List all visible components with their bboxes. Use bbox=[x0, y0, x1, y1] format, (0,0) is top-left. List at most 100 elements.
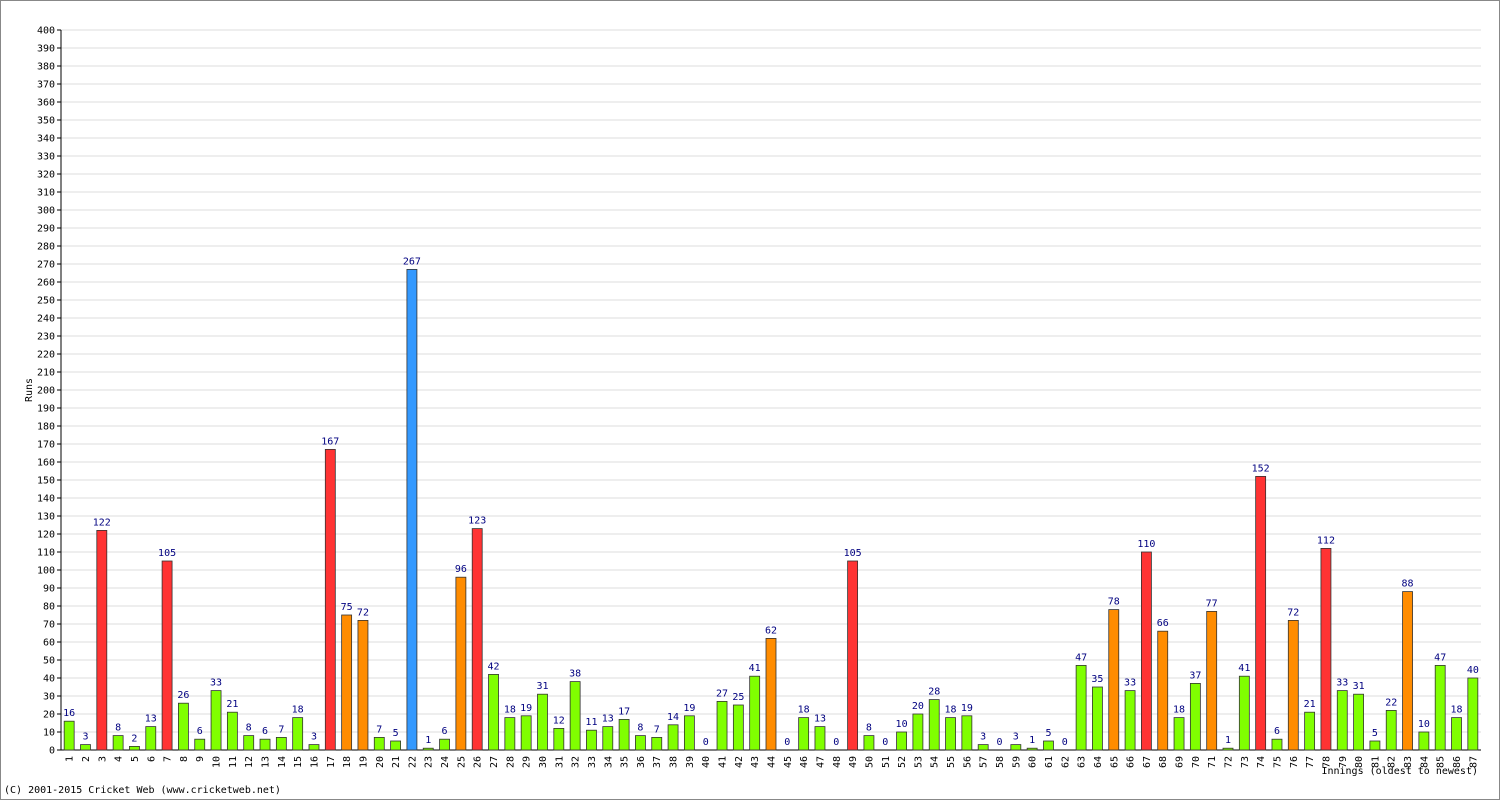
bar bbox=[357, 620, 369, 751]
x-tick-label: 87 bbox=[1468, 756, 1479, 768]
x-tick-label: 62 bbox=[1060, 756, 1071, 768]
y-tick-label: 40 bbox=[43, 674, 55, 685]
bar bbox=[553, 728, 565, 751]
x-tick-label: 39 bbox=[685, 756, 696, 768]
y-tick-label: 230 bbox=[37, 332, 55, 343]
value-label: 37 bbox=[1189, 670, 1201, 681]
bar bbox=[586, 729, 597, 751]
x-tick-label: 79 bbox=[1338, 756, 1349, 768]
value-label: 123 bbox=[468, 516, 486, 527]
bar bbox=[863, 735, 875, 751]
bar bbox=[1320, 548, 1332, 751]
bar bbox=[798, 717, 810, 751]
y-tick-label: 280 bbox=[37, 242, 55, 253]
y-tick-label: 340 bbox=[37, 134, 55, 145]
value-label: 88 bbox=[1402, 579, 1414, 590]
bar bbox=[1075, 665, 1087, 751]
value-label: 17 bbox=[618, 706, 630, 717]
x-tick-label: 35 bbox=[620, 756, 631, 768]
bar bbox=[1157, 630, 1169, 751]
bar bbox=[928, 699, 940, 751]
bar bbox=[1451, 717, 1462, 751]
bar bbox=[1385, 710, 1397, 751]
value-label: 31 bbox=[536, 681, 548, 692]
value-label: 12 bbox=[553, 715, 565, 726]
bar bbox=[308, 744, 320, 751]
y-tick-label: 260 bbox=[37, 278, 55, 289]
bar bbox=[341, 614, 353, 751]
value-label: 14 bbox=[667, 712, 679, 723]
value-label: 105 bbox=[844, 548, 862, 559]
value-label: 13 bbox=[602, 714, 614, 725]
bar bbox=[635, 735, 646, 751]
x-tick-label: 41 bbox=[718, 756, 729, 768]
value-label: 1 bbox=[425, 735, 431, 746]
x-tick-label: 20 bbox=[375, 756, 386, 768]
x-tick-label: 49 bbox=[848, 756, 859, 768]
bar bbox=[847, 560, 859, 751]
bar bbox=[749, 675, 761, 751]
x-tick-label: 4 bbox=[114, 756, 125, 762]
y-tick-label: 110 bbox=[37, 548, 55, 559]
value-label: 19 bbox=[961, 703, 973, 714]
value-label: 3 bbox=[980, 732, 986, 743]
bar bbox=[618, 719, 630, 751]
y-tick-label: 170 bbox=[37, 440, 55, 451]
y-tick-label: 50 bbox=[43, 656, 55, 667]
x-tick-label: 28 bbox=[505, 756, 516, 768]
x-tick-label: 70 bbox=[1191, 756, 1202, 768]
value-label: 21 bbox=[1304, 699, 1316, 710]
bar bbox=[504, 717, 516, 751]
value-label: 110 bbox=[1137, 539, 1155, 550]
x-tick-label: 10 bbox=[212, 756, 223, 768]
x-tick-label: 8 bbox=[179, 756, 190, 762]
value-label: 8 bbox=[866, 723, 872, 734]
x-tick-label: 17 bbox=[326, 756, 337, 768]
x-tick-label: 11 bbox=[228, 756, 239, 768]
x-tick-label: 30 bbox=[538, 756, 549, 768]
value-label: 13 bbox=[145, 714, 157, 725]
x-tick-label: 66 bbox=[1126, 756, 1137, 768]
bar bbox=[1141, 551, 1152, 751]
y-tick-label: 30 bbox=[43, 692, 55, 703]
x-tick-label: 76 bbox=[1289, 756, 1300, 768]
bar bbox=[602, 726, 614, 751]
value-label: 38 bbox=[569, 669, 581, 680]
bar bbox=[651, 737, 663, 751]
x-tick-label: 29 bbox=[522, 756, 533, 768]
value-label: 6 bbox=[1274, 726, 1280, 737]
x-tick-label: 2 bbox=[81, 756, 92, 762]
x-tick-label: 31 bbox=[554, 756, 565, 768]
y-tick-label: 20 bbox=[43, 710, 55, 721]
bar bbox=[324, 448, 336, 751]
bar bbox=[194, 738, 206, 751]
x-tick-label: 53 bbox=[913, 756, 924, 768]
value-label: 8 bbox=[115, 723, 121, 734]
bar bbox=[1467, 677, 1479, 751]
value-label: 3 bbox=[1013, 732, 1019, 743]
value-label: 26 bbox=[177, 690, 189, 701]
x-tick-label: 50 bbox=[864, 756, 875, 768]
x-tick-label: 7 bbox=[163, 756, 174, 762]
value-label: 42 bbox=[488, 661, 500, 672]
x-tick-label: 47 bbox=[815, 756, 826, 768]
bar bbox=[716, 701, 728, 751]
x-tick-label: 43 bbox=[750, 756, 761, 768]
y-tick-label: 10 bbox=[43, 728, 55, 739]
x-tick-label: 42 bbox=[734, 756, 745, 768]
value-label: 6 bbox=[262, 726, 268, 737]
value-label: 3 bbox=[311, 732, 317, 743]
x-tick-label: 23 bbox=[424, 756, 435, 768]
value-label: 105 bbox=[158, 548, 176, 559]
y-tick-label: 380 bbox=[37, 62, 55, 73]
value-label: 13 bbox=[814, 714, 826, 725]
x-tick-label: 86 bbox=[1452, 756, 1463, 768]
x-tick-label: 72 bbox=[1224, 756, 1235, 768]
value-label: 6 bbox=[442, 726, 448, 737]
x-tick-label: 48 bbox=[832, 756, 843, 768]
x-tick-label: 21 bbox=[391, 756, 402, 768]
value-label: 267 bbox=[403, 256, 421, 267]
y-tick-label: 130 bbox=[37, 512, 55, 523]
bar bbox=[439, 738, 450, 751]
